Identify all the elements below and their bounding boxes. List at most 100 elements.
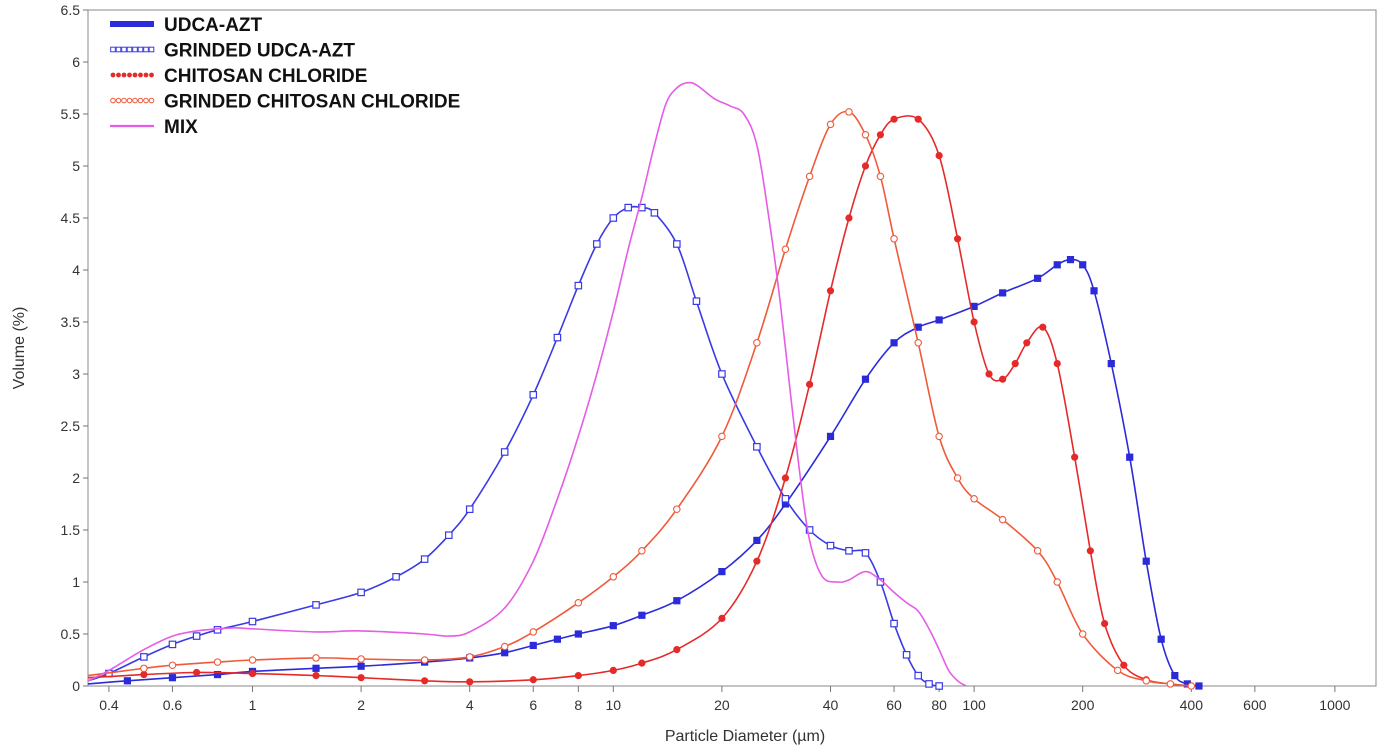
series-grinded-chitosan-chloride-point [1053,578,1061,586]
series-chitosan-chloride-point [953,235,962,243]
series-grinded-udca-azt-point [529,391,538,399]
series-grinded-chitosan-chloride-point [805,172,814,181]
y-tick-label: 0 [72,678,80,694]
legend-item-grinded-udca-azt: GRINDED UDCA-AZT [110,41,355,62]
series-chitosan-chloride-point [1011,359,1019,368]
legend-marker [137,97,144,104]
x-tick-label: 2 [357,697,365,713]
series-chitosan-chloride-point [529,676,537,684]
x-tick-label: 80 [931,697,947,713]
series-grinded-chitosan-chloride-point [465,653,474,661]
series-chitosan-chloride-point [673,645,681,654]
legend-marker [110,46,116,53]
series-grinded-chitosan-chloride-point [1033,547,1042,555]
series-grinded-udca-azt-point [248,617,257,626]
series-grinded-udca-azt-point [592,240,601,248]
legend-marker [132,97,138,104]
series-grinded-udca-azt-point [861,549,870,557]
series-chitosan-chloride-point [609,666,617,675]
series-chitosan-chloride-point [638,659,646,667]
series-udca-azt-point [609,622,617,630]
series-udca-azt-point [914,323,922,331]
series-udca-azt-point [357,662,365,670]
legend-marker [143,97,149,104]
series-grinded-chitosan-chloride-point [826,120,835,129]
series-udca-azt-point [501,649,509,657]
legend-item-grinded-chitosan-chloride: GRINDED CHITOSAN CHLORIDE [110,92,460,113]
series-grinded-udca-azt-point [805,526,814,534]
series-chitosan-chloride-point [466,678,474,686]
series-grinded-udca-azt-point [925,680,933,688]
legend-marker [126,46,133,53]
y-tick-label: 4.5 [61,210,81,226]
legend-item-udca-azt: UDCA-AZT [110,15,263,36]
series-grinded-udca-azt-point [718,370,726,378]
x-tick-label: 60 [886,697,902,713]
x-tick-label: 20 [714,697,730,713]
y-tick-label: 2 [72,470,80,486]
series-grinded-chitosan-chloride-point [638,547,646,555]
series-mix [87,81,967,687]
series-chitosan-chloride-point [985,370,993,378]
legend-marker [127,72,132,78]
series-grinded-udca-azt-point [914,671,923,680]
legend-swatch [110,46,155,53]
series-grinded-udca-azt-point [935,682,943,690]
series-udca-azt-point [673,597,681,605]
series-chitosan-chloride-point [312,671,320,680]
series-grinded-chitosan-chloride-point [845,108,853,116]
series-grinded-chitosan-chloride-point [140,664,148,673]
series-chitosan-chloride-point [718,614,726,623]
y-tick-label: 1 [72,574,80,590]
legend-marker [115,97,122,104]
series-grinded-udca-azt-point [444,531,453,540]
series-grinded-udca-azt-point [192,632,201,640]
series-chitosan-chloride-point [1101,619,1109,628]
series-udca-azt-point [1157,635,1165,643]
series-udca-azt-point [1090,287,1098,295]
series-line-mix [87,81,967,687]
x-tick-label: 4 [466,697,474,713]
legend-marker [148,97,155,104]
series-grinded-udca-azt-point [692,297,701,306]
series-grinded-udca-azt-point [140,653,148,661]
x-tick-label: 600 [1243,697,1267,713]
series-grinded-chitosan-chloride-point [753,339,761,347]
legend-marker [126,97,133,104]
series-grinded-chitosan-chloride-point [213,658,222,666]
legend-marker [121,46,127,53]
y-tick-label: 1.5 [61,522,81,538]
series-udca-azt-point [123,677,131,685]
series-grinded-chitosan-chloride-point [890,235,898,243]
x-tick-label: 10 [606,697,622,713]
series-chitosan-chloride-point [193,668,201,677]
y-tick-label: 5 [72,158,80,174]
legend-marker [143,72,149,78]
legend-label: UDCA-AZT [164,15,263,36]
series-chitosan-chloride-point [248,669,257,678]
legend-marker [121,72,127,78]
series-grinded-chitosan-chloride-point [998,515,1007,524]
series-chitosan-chloride-point [890,115,898,123]
series-udca-azt-point [935,316,943,324]
series-grinded-chitosan-chloride-point [673,505,681,513]
y-tick-label: 5.5 [61,106,81,122]
x-tick-label: 1000 [1319,697,1350,713]
series-udca-azt-point [753,536,761,545]
series-grinded-chitosan-chloride-point [781,245,790,253]
legend-marker [116,72,121,78]
y-tick-label: 6 [72,54,80,70]
legend-swatch [110,72,154,78]
x-tick-label: 1 [249,697,257,713]
series-udca-azt-point [1079,261,1087,269]
y-axis-title: Volume (%) [11,307,28,390]
legend-marker [138,72,143,78]
series-grinded-chitosan-chloride-point [248,656,257,664]
series-grinded-chitosan-chloride-point [420,656,429,664]
series-grinded-chitosan-chloride-point [876,172,885,181]
y-tick-label: 3.5 [61,314,81,330]
series-grinded-chitosan-chloride-point [609,573,618,581]
legend-marker [110,97,116,104]
